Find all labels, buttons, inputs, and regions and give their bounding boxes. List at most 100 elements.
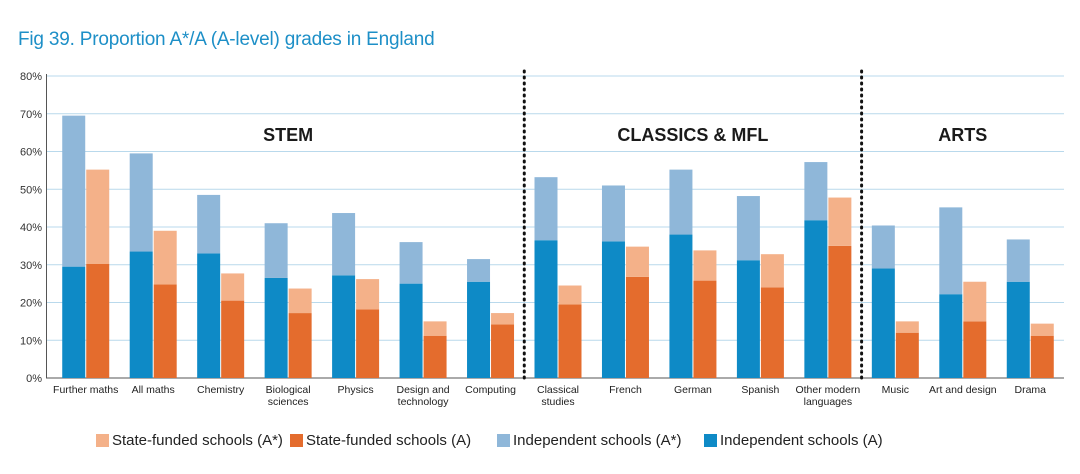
x-tick-label-line: Chemistry	[197, 384, 245, 396]
legend-swatch-independent-a	[704, 434, 717, 447]
group-label: STEM	[263, 125, 313, 145]
y-tick-label: 80%	[20, 71, 42, 83]
x-tick-label-line: sciences	[268, 396, 309, 408]
bar-state-funded-schools-a-9	[693, 280, 717, 378]
y-tick-label: 20%	[20, 298, 42, 310]
x-tick-label-line: French	[609, 384, 642, 396]
x-tick-label-line: Spanish	[741, 384, 779, 396]
bar-independent-schools-a-3	[264, 223, 288, 278]
bar-independent-schools-a-1	[129, 251, 153, 378]
bar-independent-schools-a-5	[399, 283, 423, 378]
bar-independent-schools-a-6	[467, 281, 491, 378]
x-tick-label: Other modern languages	[795, 384, 860, 408]
bar-independent-schools-a-10	[736, 260, 760, 378]
bar-state-funded-schools-a-3	[288, 288, 312, 314]
legend-item-state-a: State-funded schools (A)	[290, 432, 471, 449]
x-tick-label: Design and technology	[397, 384, 450, 408]
legend-swatch-independent-astar	[497, 434, 510, 447]
bar-state-funded-schools-a-2	[221, 300, 245, 378]
x-tick-label-line: Art and design	[929, 384, 997, 396]
bar-state-funded-schools-a-14	[1030, 335, 1054, 378]
y-tick-label: 40%	[20, 222, 42, 234]
bar-state-funded-schools-a-8	[625, 276, 649, 378]
bar-independent-schools-a-9	[669, 169, 693, 235]
bar-state-funded-schools-a-8	[625, 246, 649, 277]
bar-state-funded-schools-a-11	[828, 245, 852, 378]
bar-state-funded-schools-a-9	[693, 250, 717, 281]
x-tick-label-line: Further maths	[53, 384, 118, 396]
bar-chart: 0% 10% 20% 30% 40% 50% 60% 70% 80% Further maths A…	[20, 69, 1064, 408]
legend-item-state-astar: State-funded schools (A*)	[96, 432, 283, 449]
y-tick-label: 70%	[20, 109, 42, 121]
bar-independent-schools-a-14	[1006, 281, 1030, 378]
x-tick-label: Biological sciences	[266, 384, 311, 408]
x-tick-label: Computing	[465, 384, 516, 396]
x-tick-label-line: Music	[882, 384, 909, 396]
legend-label-state-a: State-funded schools (A)	[306, 432, 472, 449]
x-tick-label: Physics	[338, 384, 374, 396]
x-tick-label-line: studies	[541, 396, 574, 408]
bar-independent-schools-a-2	[197, 194, 221, 254]
x-tick-label-line: Other modern	[795, 384, 860, 396]
x-tick-label-line: German	[674, 384, 712, 396]
legend-label-independent-a: Independent schools (A)	[720, 432, 883, 449]
y-tick-label: 60%	[20, 147, 42, 159]
bar-state-funded-schools-a-13	[963, 281, 987, 322]
x-tick-label: German	[674, 384, 712, 396]
bar-independent-schools-a-11	[804, 162, 828, 221]
y-tick-label: 50%	[20, 184, 42, 196]
x-tick-label-line: Biological	[266, 384, 311, 396]
bar-independent-schools-a-4	[332, 275, 356, 378]
x-tick-label: Classical studies	[537, 384, 579, 408]
x-tick-label: Drama	[1015, 384, 1047, 396]
bar-state-funded-schools-a-14	[1030, 323, 1054, 336]
bar-independent-schools-a-8	[601, 241, 625, 378]
bar-independent-schools-a-0	[62, 115, 86, 267]
bar-state-funded-schools-a-1	[153, 284, 177, 378]
bar-state-funded-schools-a-7	[558, 304, 582, 378]
bar-independent-schools-a-12	[871, 268, 895, 378]
x-tick-label-line: Classical	[537, 384, 579, 396]
chart-title: Fig 39. Proportion A*/A (A-level) grades…	[18, 29, 435, 50]
legend-label-independent-astar: Independent schools (A*)	[513, 432, 682, 449]
bar-independent-schools-a-10	[736, 196, 760, 261]
legend-item-independent-a: Independent schools (A)	[704, 432, 883, 449]
bar-state-funded-schools-a-3	[288, 313, 312, 378]
legend-item-independent-astar: Independent schools (A*)	[497, 432, 681, 449]
bar-state-funded-schools-a-0	[86, 169, 110, 264]
x-tick-label: Spanish	[741, 384, 779, 396]
legend-label-state-astar: State-funded schools (A*)	[112, 432, 283, 449]
legend-swatch-state-a	[290, 434, 303, 447]
bar-independent-schools-a-3	[264, 277, 288, 378]
bar-state-funded-schools-a-10	[760, 254, 784, 288]
bar-state-funded-schools-a-4	[356, 279, 380, 310]
x-tick-label-line: All maths	[132, 384, 175, 396]
bar-independent-schools-a-1	[129, 153, 153, 252]
bar-state-funded-schools-a-12	[895, 321, 919, 333]
y-tick-label: 0%	[26, 373, 42, 385]
bar-state-funded-schools-a-4	[356, 309, 380, 378]
bar-independent-schools-a-13	[939, 294, 963, 378]
x-tick-label: French	[609, 384, 642, 396]
x-tick-label-line: Drama	[1015, 384, 1047, 396]
bar-state-funded-schools-a-1	[153, 230, 177, 285]
bar-independent-schools-a-13	[939, 207, 963, 295]
x-tick-label: Music	[882, 384, 909, 396]
bar-state-funded-schools-a-12	[895, 332, 919, 378]
bar-independent-schools-a-2	[197, 253, 221, 378]
y-tick-label: 10%	[20, 335, 42, 347]
x-tick-label-line: Design and	[397, 384, 450, 396]
group-label: CLASSICS & MFL	[617, 125, 768, 145]
bar-independent-schools-a-6	[467, 259, 491, 282]
bar-independent-schools-a-12	[871, 225, 895, 269]
x-tick-label: All maths	[132, 384, 175, 396]
bar-state-funded-schools-a-0	[86, 263, 110, 378]
bar-state-funded-schools-a-5	[423, 321, 447, 336]
bar-independent-schools-a-11	[804, 220, 828, 378]
group-label: ARTS	[938, 125, 987, 145]
bar-state-funded-schools-a-7	[558, 285, 582, 305]
bar-state-funded-schools-a-10	[760, 287, 784, 378]
bar-state-funded-schools-a-5	[423, 335, 447, 378]
x-tick-label: Art and design	[929, 384, 997, 396]
x-tick-label-line: technology	[398, 396, 450, 408]
